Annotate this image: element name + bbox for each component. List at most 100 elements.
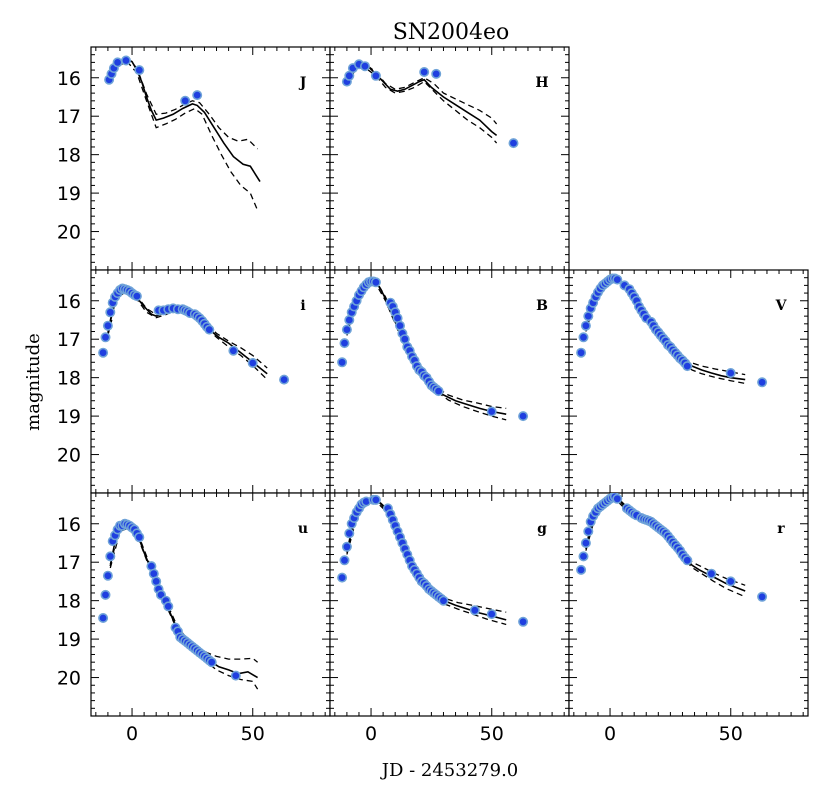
- data-point: [706, 568, 717, 579]
- data-point: [344, 70, 355, 81]
- x-tick-label: 0: [126, 723, 138, 745]
- y-tick-label: 18: [57, 145, 81, 167]
- y-tick-label: 20: [57, 445, 81, 467]
- data-point: [105, 307, 116, 318]
- panel-B: B: [329, 269, 570, 494]
- data-point: [247, 357, 258, 368]
- data-point: [508, 138, 519, 149]
- panel-frame: [568, 269, 809, 494]
- data-point: [438, 595, 449, 606]
- band-label: g: [537, 521, 547, 537]
- y-tick-label: 19: [57, 629, 81, 651]
- band-label: V: [775, 298, 788, 314]
- data-point: [134, 65, 145, 76]
- data-point: [757, 377, 768, 388]
- data-point: [612, 493, 623, 504]
- data-point: [486, 406, 497, 417]
- panel-plot-area: [104, 55, 261, 211]
- data-point: [163, 601, 174, 612]
- model-lower-bound: [346, 67, 498, 144]
- y-axis-label: magnitude: [23, 333, 44, 431]
- y-tick-label: 18: [57, 591, 81, 613]
- panel-frame: [329, 269, 570, 494]
- panel-ticks: [569, 270, 808, 493]
- panel-plot-area: [98, 518, 259, 690]
- data-point: [578, 332, 589, 343]
- data-point: [134, 532, 145, 543]
- panel-ticks: [569, 493, 808, 716]
- data-point: [204, 324, 215, 335]
- data-point: [279, 374, 290, 385]
- data-point: [370, 277, 381, 288]
- data-point: [518, 616, 529, 627]
- panel-V: V: [568, 269, 809, 494]
- data-point: [337, 357, 348, 368]
- panel-plot-area: [576, 493, 768, 602]
- panel-frame: [568, 492, 809, 717]
- data-point: [339, 555, 350, 566]
- data-point: [337, 572, 348, 583]
- x-tick-label: 0: [604, 723, 616, 745]
- band-label: r: [777, 521, 785, 537]
- y-tick-label: 17: [57, 106, 81, 128]
- panel-ticks: [91, 270, 330, 493]
- y-tick-label: 18: [57, 368, 81, 390]
- panel-g: 0 50 g: [329, 492, 570, 745]
- data-point: [433, 386, 444, 397]
- data-point: [344, 528, 355, 539]
- data-point: [682, 555, 693, 566]
- band-label: J: [298, 75, 307, 91]
- panel-frame: [329, 492, 570, 717]
- y-tick-label: 17: [57, 552, 81, 574]
- panel-H: H: [329, 46, 570, 271]
- data-point: [192, 90, 203, 101]
- panel-frame: [90, 46, 331, 271]
- panel-plot-area: [341, 59, 519, 149]
- panel-ticks: [330, 47, 569, 270]
- data-point: [469, 605, 480, 616]
- panel-ticks: [330, 493, 569, 716]
- y-tick-label: 16: [57, 514, 81, 536]
- y-tick-label: 16: [57, 291, 81, 313]
- data-point: [431, 68, 442, 79]
- x-axis-label: JD - 2453279.0: [380, 760, 519, 781]
- data-point: [725, 576, 736, 587]
- panel-ticks: [91, 493, 330, 716]
- y-tick-label: 16: [57, 68, 81, 90]
- band-label: u: [298, 521, 308, 537]
- band-label: i: [300, 298, 305, 314]
- data-point: [105, 551, 116, 562]
- model-lower-bound: [107, 60, 259, 211]
- x-tick-label: 0: [365, 723, 377, 745]
- y-tick-label: 19: [57, 406, 81, 428]
- data-point: [359, 61, 370, 72]
- panel-i: 16 17 18 19 20 i: [57, 269, 331, 494]
- x-tick-label: 50: [480, 723, 504, 745]
- panel-plot-area: [337, 494, 529, 627]
- data-point: [612, 274, 623, 285]
- data-point: [578, 551, 589, 562]
- data-point: [576, 564, 587, 575]
- data-point: [102, 320, 113, 331]
- data-point: [121, 55, 132, 66]
- y-tick-label: 20: [57, 222, 81, 244]
- y-tick-label: 20: [57, 668, 81, 690]
- chart-title: SN2004eo: [393, 20, 510, 45]
- panels-group: 16 17 18 19 20 J H 16 17 18 19 20 i B V 16 17 18 19 20 0 50 u 0…: [57, 46, 809, 745]
- data-point: [100, 332, 111, 343]
- data-point: [370, 494, 381, 505]
- panel-plot-area: [98, 283, 290, 385]
- x-tick-label: 50: [241, 723, 265, 745]
- band-label: B: [536, 298, 548, 314]
- data-point: [98, 612, 109, 623]
- data-point: [419, 67, 430, 78]
- panel-frame: [90, 269, 331, 494]
- band-label: H: [535, 75, 548, 91]
- y-tick-label: 17: [57, 329, 81, 351]
- data-point: [580, 537, 591, 548]
- data-point: [112, 57, 123, 68]
- data-point: [576, 347, 587, 358]
- data-point: [228, 345, 239, 356]
- data-point: [757, 591, 768, 602]
